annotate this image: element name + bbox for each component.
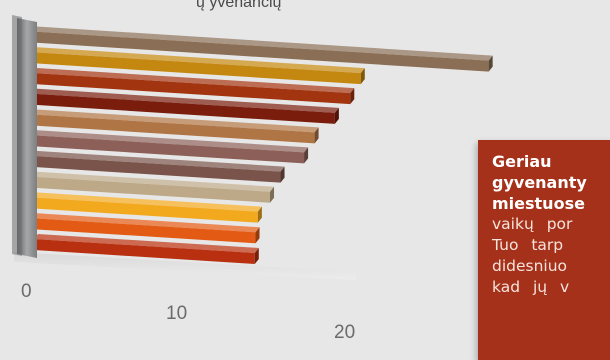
- bar-chart: ų yvenančių 0 10 20: [12, 0, 493, 341]
- info-callout-box: Geriau gyvenanty miestuose vaikų por Tuo…: [478, 140, 610, 360]
- bar-front-face: [27, 93, 335, 124]
- chart-title-fragment: ų yvenančių: [196, 0, 281, 11]
- bar-top-face: [26, 67, 355, 94]
- bar-top-face: [27, 88, 339, 113]
- bar-top-face: [33, 213, 260, 233]
- bar: [25, 46, 365, 85]
- bar-top-face: [29, 130, 309, 153]
- bar-front-face: [25, 51, 361, 85]
- bar-end-face: [360, 68, 365, 85]
- bar: [27, 88, 339, 124]
- chart-floor: [14, 252, 356, 280]
- bar-end-face: [350, 88, 355, 105]
- bar-front-face: [33, 218, 256, 244]
- bar-front-face: [30, 155, 281, 183]
- bar: [33, 213, 260, 244]
- bar-front-face: [34, 239, 255, 264]
- bar: [30, 150, 285, 183]
- x-tick-label: 0: [21, 281, 32, 302]
- bar-end-face: [488, 55, 493, 72]
- bar-end-face: [254, 247, 259, 264]
- bar: [29, 130, 309, 164]
- bar-front-face: [29, 135, 305, 164]
- bar-front-face: [25, 31, 489, 72]
- callout-heading-line: gyvenanty: [492, 173, 587, 192]
- bar-top-face: [25, 26, 493, 61]
- bar-top-face: [28, 109, 319, 133]
- callout-heading-line: miestuose: [492, 194, 585, 213]
- callout-body-line: Tuo tarp: [492, 236, 564, 254]
- x-tick-label: 20: [334, 322, 355, 341]
- callout-body-line: kad jų v: [492, 278, 570, 296]
- bar-top-face: [30, 150, 285, 172]
- chart-back-wall-edge: [12, 15, 22, 256]
- bar-end-face: [334, 107, 339, 124]
- bar-front-face: [31, 176, 271, 203]
- bar-end-face: [304, 147, 309, 164]
- bar-end-face: [257, 206, 262, 223]
- x-tick-label: 10: [166, 303, 187, 324]
- bar: [25, 26, 493, 72]
- bar-end-face: [255, 227, 260, 244]
- bar-front-face: [26, 72, 351, 105]
- callout-heading-line: Geriau: [492, 152, 552, 171]
- bar: [28, 109, 319, 144]
- bar-top-face: [34, 234, 259, 253]
- callout-body-line: didesniuo: [492, 257, 568, 275]
- bar: [26, 67, 355, 105]
- bar-top-face: [32, 192, 262, 212]
- bar-front-face: [32, 197, 258, 223]
- bar-front-face: [28, 114, 315, 144]
- callout-body: vaikų por Tuo tarp didesniuo kad jų v: [492, 214, 610, 298]
- bar-end-face: [270, 186, 275, 203]
- x-axis-ticks: 0 10 20: [21, 281, 355, 341]
- bar-end-face: [280, 166, 285, 183]
- bar: [32, 192, 262, 223]
- bar: [34, 234, 259, 264]
- bar: [31, 171, 275, 203]
- bar-end-face: [314, 127, 319, 144]
- bar-top-face: [31, 171, 275, 192]
- callout-heading: Geriau gyvenanty miestuose: [492, 151, 610, 214]
- bars-layer: [25, 26, 493, 264]
- callout-body-line: vaikų por: [492, 215, 573, 233]
- bar-top-face: [25, 46, 365, 74]
